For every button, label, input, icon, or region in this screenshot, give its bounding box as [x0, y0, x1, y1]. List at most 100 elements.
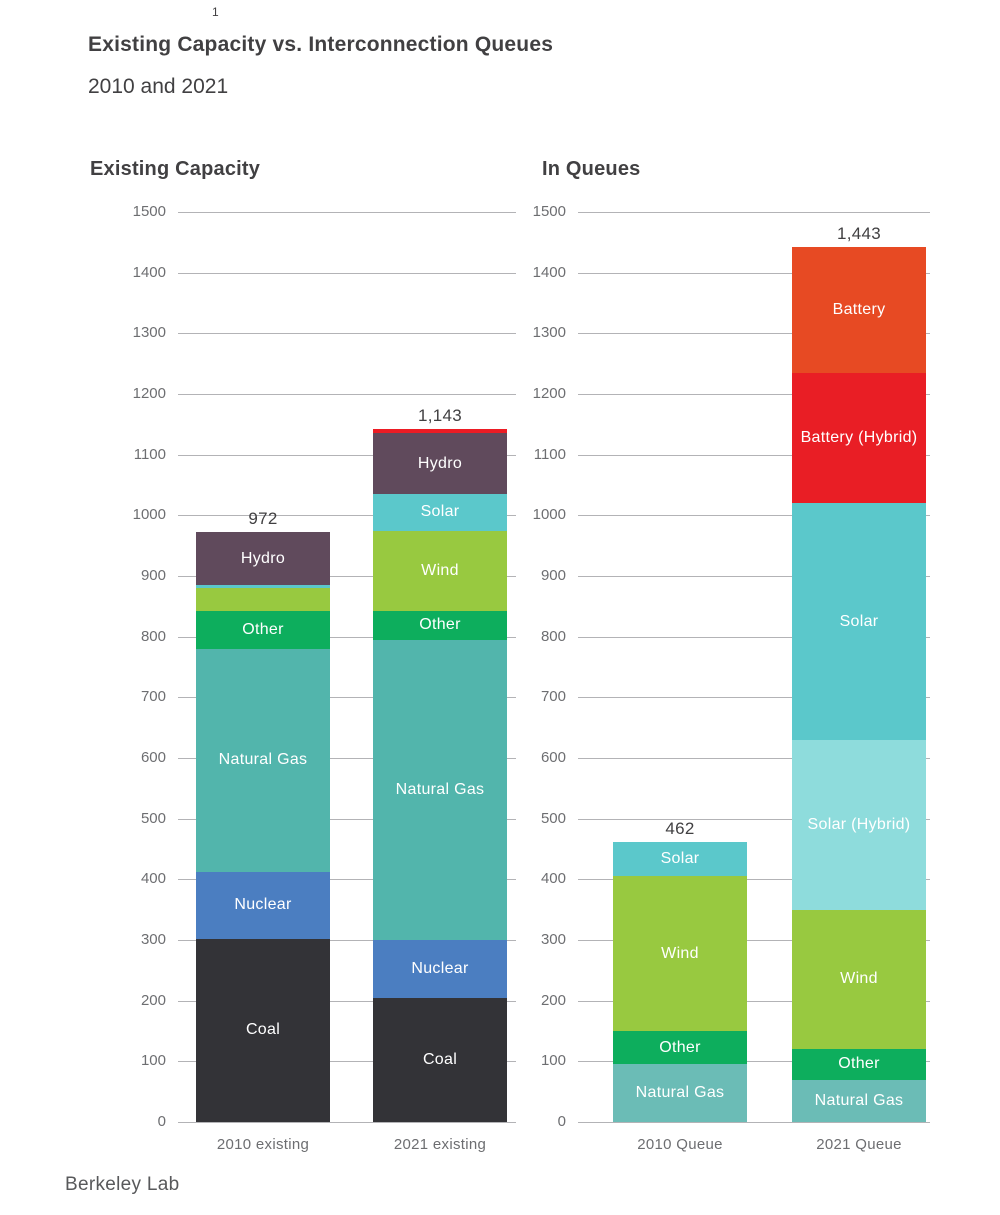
y-axis-tick-label: 1000 — [132, 506, 166, 524]
gridline — [178, 940, 516, 941]
existing-capacity-chart: Coal Nuclear Natural Gas Other Hydro 972 Coal N… — [120, 202, 524, 1192]
y-axis-tick-label: 300 — [540, 931, 566, 948]
y-axis-tick-label: 400 — [540, 870, 566, 888]
x-axis-label: 2010 existing — [216, 1136, 310, 1153]
y-axis-tick-label: 700 — [540, 688, 566, 706]
gridline — [178, 818, 516, 820]
y-axis-tick-label: 900 — [540, 567, 566, 584]
bar-segment-hydro: Hydro — [196, 532, 330, 586]
y-axis-tick-label: 300 — [140, 931, 166, 948]
segment-label: Hydro — [240, 549, 286, 567]
gridline — [178, 1000, 516, 1002]
segment-label: Natural Gas — [395, 780, 485, 798]
y-axis-tick-label: 700 — [140, 688, 166, 706]
gridline — [578, 636, 930, 638]
gridline — [578, 879, 930, 881]
segment-label: Natural Gas — [635, 1084, 725, 1102]
gridline — [578, 1061, 930, 1063]
gridline — [178, 394, 516, 395]
gridline — [578, 940, 930, 941]
bar-total-label: 972 — [248, 509, 278, 529]
bar-segment-solar-hybrid: Solar (Hybrid) — [792, 739, 926, 910]
y-axis-tick-label: 500 — [540, 809, 566, 827]
gridline — [178, 1061, 516, 1063]
y-axis-tick-label: 600 — [540, 749, 566, 766]
y-axis-tick-label: 1300 — [132, 324, 166, 342]
gridline — [578, 212, 930, 213]
y-axis-tick-label: 1500 — [132, 203, 166, 220]
bar-segment-wind: Wind — [792, 909, 926, 1050]
gridline — [178, 1122, 516, 1123]
y-axis-tick-label: 800 — [140, 627, 166, 645]
segment-label: Natural Gas — [814, 1091, 904, 1109]
bar-segment-battery — [373, 428, 507, 434]
gridline — [178, 212, 516, 213]
y-axis-tick-label: 200 — [540, 991, 566, 1009]
segment-label: Other — [659, 1038, 701, 1056]
bar-segment-solar: Solar — [373, 494, 507, 531]
bar-segment-coal: Coal — [196, 938, 330, 1122]
bar-segment-solar: Solar — [792, 503, 926, 740]
gridline — [178, 272, 516, 274]
gridline — [578, 1122, 930, 1123]
gridline — [178, 879, 516, 881]
gridline — [178, 454, 516, 456]
bar-segment-natural-gas: Natural Gas — [373, 639, 507, 940]
gridline — [178, 758, 516, 759]
gridline — [578, 394, 930, 395]
y-axis-tick-label: 0 — [157, 1113, 166, 1130]
bar-segment-solar: Solar — [613, 841, 747, 877]
y-axis-tick-label: 500 — [140, 809, 166, 827]
gridline — [578, 818, 930, 820]
y-axis-tick-label: 400 — [140, 870, 166, 888]
bar-segment-natural-gas: Natural Gas — [792, 1079, 926, 1122]
in-queues-chart: Natural Gas Other Wind Solar 462 Natural Gas O… — [520, 202, 938, 1192]
segment-label: Wind — [840, 970, 878, 988]
segment-label: Solar — [420, 503, 460, 521]
y-axis-tick-label: 1200 — [532, 385, 566, 402]
y-axis-tick-label: 800 — [540, 627, 566, 645]
x-axis-label: 2021 existing — [393, 1136, 487, 1153]
bar-segment-coal: Coal — [373, 997, 507, 1122]
gridline — [178, 636, 516, 638]
segment-label: Natural Gas — [218, 751, 308, 769]
bar-segment-solar — [196, 585, 330, 589]
bar-segment-wind: Wind — [613, 876, 747, 1031]
gridline — [178, 697, 516, 699]
y-axis-tick-label: 100 — [140, 1052, 166, 1070]
y-axis-tick-label: 1500 — [532, 203, 566, 220]
segment-label: Other — [838, 1055, 880, 1073]
x-axis-label: 2021 Queue — [816, 1136, 902, 1153]
y-axis-tick-label: 0 — [557, 1113, 566, 1130]
segment-label: Other — [242, 621, 284, 638]
in-queues-plot-area: Natural Gas Other Wind Solar 462 Natural Gas O… — [578, 212, 930, 1123]
bar-segment-wind — [196, 588, 330, 612]
gridline — [578, 454, 930, 456]
segment-label: Solar — [839, 612, 879, 630]
bar-segment-other: Other — [613, 1031, 747, 1065]
gridline — [578, 576, 930, 577]
segment-label: Wind — [421, 561, 459, 579]
gridline — [578, 1000, 930, 1002]
page-number: 1 — [212, 5, 219, 19]
y-axis-tick-label: 1200 — [132, 385, 166, 402]
bar-segment-nuclear: Nuclear — [373, 940, 507, 998]
existing-capacity-plot-area: Coal Nuclear Natural Gas Other Hydro 972 Coal N… — [178, 212, 516, 1123]
y-axis-tick-label: 1100 — [133, 445, 166, 463]
segment-label: Hydro — [417, 454, 463, 472]
bar-segment-wind: Wind — [373, 530, 507, 612]
bar-segment-natural-gas: Natural Gas — [613, 1064, 747, 1122]
in-queues-chart-title: In Queues — [542, 158, 641, 180]
y-axis-tick-label: 1400 — [132, 263, 166, 281]
segment-label: Battery — [832, 300, 886, 318]
gridline — [178, 515, 516, 517]
segment-label: Other — [419, 616, 461, 634]
segment-label: Solar — [660, 850, 700, 868]
bar-segment-other: Other — [373, 611, 507, 640]
y-axis-tick-label: 100 — [540, 1052, 566, 1070]
y-axis-tick-label: 1000 — [532, 506, 566, 524]
y-axis-tick-label: 1400 — [532, 263, 566, 281]
segment-label: Battery (Hybrid) — [800, 428, 918, 446]
gridline — [178, 333, 516, 335]
